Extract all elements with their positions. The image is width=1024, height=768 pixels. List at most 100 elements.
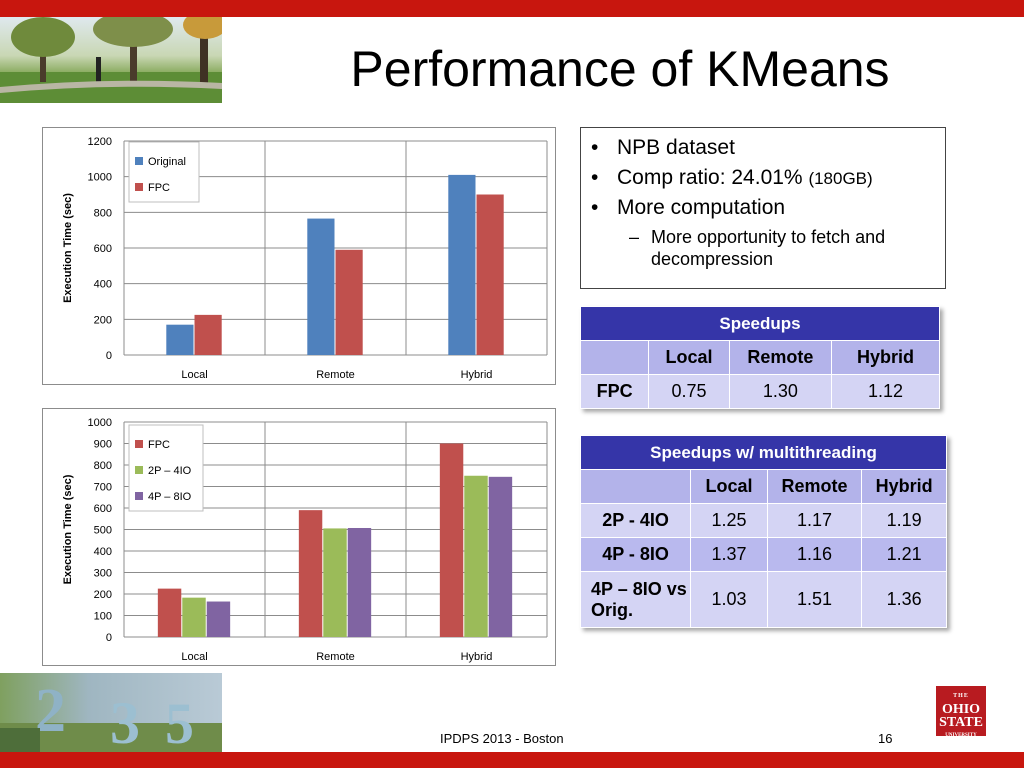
multithreading-table: Speedups w/ multithreading Local Remote …: [579, 435, 947, 628]
speedups-col-local: Local: [648, 340, 730, 375]
mt-row-label: 2P - 4IO: [579, 503, 692, 538]
y-axis-label: Execution Time (sec): [62, 193, 74, 303]
svg-text:2: 2: [35, 677, 66, 745]
mt-corner-cell: [579, 469, 692, 504]
y-tick-label: 800: [94, 460, 112, 472]
legend-box: [128, 141, 200, 203]
y-axis-label: Execution Time (sec): [62, 474, 74, 584]
multithreading-table-title: Speedups w/ multithreading: [580, 435, 947, 470]
chart-1-svg: 0 200 400 600 800 1000 1200 Local Remote Hybrid Ex…: [62, 136, 548, 381]
y-tick-label: 900: [94, 439, 112, 451]
bar: [439, 443, 464, 637]
speedups-corner-cell: [579, 340, 650, 375]
mt-row-label: 4P – 8IO vs Orig.: [579, 571, 692, 628]
y-tick-label: 0: [106, 632, 112, 644]
page-number: 16: [878, 731, 893, 746]
bullet-item: • More computation: [591, 196, 935, 220]
sub-bullet-item: – More opportunity to fetch and decompre…: [629, 226, 935, 270]
y-tick-label: 0: [106, 350, 112, 362]
y-tick-label: 800: [94, 207, 112, 219]
mt-col-hybrid: Hybrid: [861, 469, 947, 504]
bar: [157, 588, 182, 637]
mt-col-local: Local: [690, 469, 768, 504]
mt-cell: 1.19: [861, 503, 947, 538]
mt-cell: 1.17: [766, 503, 863, 538]
bullet-text: More computation: [617, 196, 786, 219]
bullet-text: Comp ratio: 24.01% (180GB): [617, 166, 873, 190]
bullet-dot: •: [591, 196, 599, 219]
bullet-small-text: (180GB): [808, 169, 873, 188]
bar: [206, 601, 231, 637]
bullet-item: • Comp ratio: 24.01% (180GB): [591, 166, 935, 190]
logo-line: OHIO: [941, 702, 981, 717]
speedups-row-label: FPC: [579, 374, 650, 409]
bar: [335, 249, 363, 355]
speedups-col-remote: Remote: [728, 340, 832, 375]
bar: [476, 194, 504, 355]
bullet-main-text: Comp ratio: 24.01%: [617, 166, 809, 189]
chart-original-vs-fpc: 0 200 400 600 800 1000 1200 Local Remote Hybrid Ex…: [42, 127, 556, 385]
x-tick-label: Local: [181, 651, 207, 663]
bottom-red-bar: [0, 752, 1024, 768]
y-tick-label: 1000: [88, 417, 112, 429]
speedups-col-hybrid: Hybrid: [830, 340, 941, 375]
y-tick-label: 400: [94, 279, 112, 291]
mt-cell: 1.36: [861, 571, 947, 628]
x-tick-label: Hybrid: [461, 369, 493, 381]
y-tick-label: 1000: [88, 172, 112, 184]
bullet-dot: •: [591, 166, 599, 189]
x-tick-label: Remote: [316, 651, 355, 663]
bar: [194, 314, 222, 355]
bar: [166, 324, 194, 355]
mt-cell: 1.51: [766, 571, 863, 628]
y-tick-label: 400: [94, 546, 112, 558]
top-red-bar: [0, 0, 1024, 17]
logo-line: UNIVERSITY: [945, 733, 977, 738]
x-tick-label: Local: [181, 369, 207, 381]
bullet-box: • NPB dataset • Comp ratio: 24.01% (180G…: [580, 127, 946, 289]
mt-cell: 1.21: [861, 537, 947, 572]
bar: [323, 528, 347, 637]
ohio-state-logo: THE OHIO STATE UNIVERSITY: [936, 686, 986, 738]
bar: [464, 475, 488, 637]
y-tick-label: 200: [94, 314, 112, 326]
y-tick-label: 500: [94, 525, 112, 537]
bullet-item: • NPB dataset: [591, 136, 935, 160]
y-tick-label: 700: [94, 482, 112, 494]
y-tick-label: 200: [94, 589, 112, 601]
mt-row-label: 4P - 8IO: [579, 537, 692, 572]
bullet-text: NPB dataset: [617, 136, 735, 159]
bullet-dot: •: [591, 136, 599, 159]
bar: [488, 476, 513, 637]
legend-swatch: [135, 440, 143, 448]
footer-text: IPDPS 2013 - Boston: [440, 731, 564, 746]
bar: [298, 510, 323, 637]
legend-label: FPC: [148, 182, 170, 194]
legend-label: FPC: [148, 439, 170, 451]
mt-cell: 1.37: [690, 537, 768, 572]
chart-2-svg: 0 100 200 300 400 500 600 700 800 900 1000 Local Rem…: [62, 417, 548, 663]
campus-photo: [0, 17, 222, 103]
bar: [347, 527, 372, 637]
campus-numbers-photo: 2 3 5: [0, 673, 222, 752]
y-tick-label: 600: [94, 503, 112, 515]
speedups-table-title: Speedups: [580, 306, 940, 341]
legend-label: 4P – 8IO: [148, 491, 192, 503]
svg-text:3: 3: [110, 690, 140, 752]
speedups-cell: 1.30: [728, 374, 832, 409]
mt-col-remote: Remote: [766, 469, 863, 504]
svg-text:5: 5: [165, 691, 194, 752]
sub-bullet-text: More opportunity to fetch and decompress…: [651, 227, 886, 269]
y-tick-label: 100: [94, 611, 112, 623]
bar: [182, 597, 206, 637]
legend-swatch: [135, 466, 143, 474]
y-tick-label: 300: [94, 568, 112, 580]
legend-swatch: [135, 157, 143, 165]
logo-line: THE: [953, 693, 969, 699]
legend-label: 2P – 4IO: [148, 465, 192, 477]
slide-title: Performance of KMeans: [350, 41, 890, 97]
speedups-cell: 1.12: [830, 374, 941, 409]
speedups-cell: 0.75: [648, 374, 730, 409]
y-tick-label: 1200: [88, 136, 112, 148]
bar: [448, 174, 476, 355]
